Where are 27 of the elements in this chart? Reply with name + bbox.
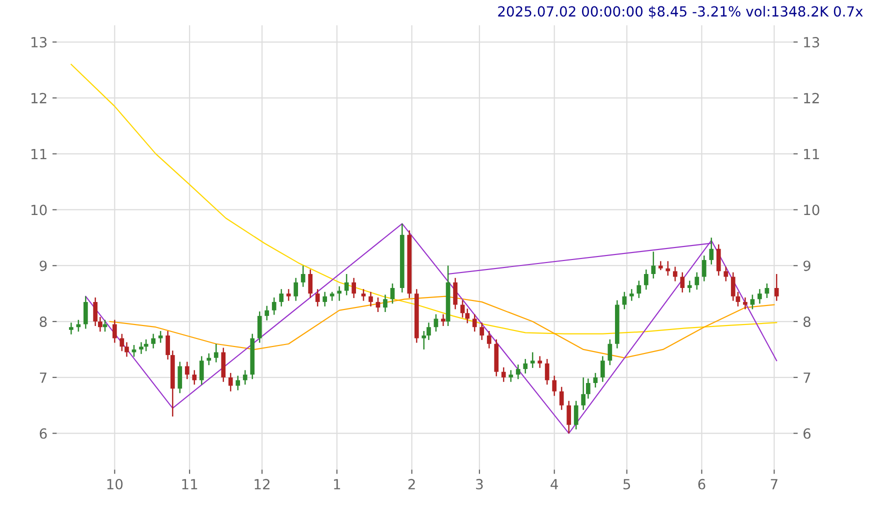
x-tick-label: 11 <box>182 479 198 490</box>
y-tick-label: 7 <box>40 372 46 383</box>
y2-tick-label: 7 <box>804 372 810 383</box>
x-tick-label: 3 <box>476 478 483 490</box>
y-tick-label: 8 <box>40 316 47 327</box>
x-tick-label: 10 <box>107 478 123 490</box>
x-tick-label: 1 <box>334 479 340 490</box>
y-tick-label: 6 <box>40 428 47 439</box>
y2-tick-label: 11 <box>804 148 819 160</box>
y2-tick-label: 12 <box>804 92 819 104</box>
y2-tick-label: 13 <box>804 36 820 48</box>
y-tick-label: 11 <box>32 148 46 160</box>
y2-tick-label: 10 <box>804 204 820 216</box>
y2-tick-label: 8 <box>803 316 810 327</box>
x-tick-label: 5 <box>623 479 630 490</box>
y2-tick-label: 9 <box>803 260 810 272</box>
x-tick-label: 7 <box>770 479 778 490</box>
x-tick-label: 2 <box>408 478 415 490</box>
y-tick-label: 9 <box>40 260 47 272</box>
chart-title: 2025.07.02 00:00:00 $8.45 -3.21% vol:1348.2K 0.7x <box>498 6 863 18</box>
y-tick-label: 10 <box>32 204 47 216</box>
y-tick-label: 13 <box>32 36 47 48</box>
x-tick-label: 12 <box>254 478 270 490</box>
x-tick-label: 6 <box>698 478 706 490</box>
y2-tick-label: 6 <box>804 428 811 439</box>
y-tick-label: 12 <box>32 92 46 104</box>
x-tick-label: 4 <box>550 479 558 490</box>
